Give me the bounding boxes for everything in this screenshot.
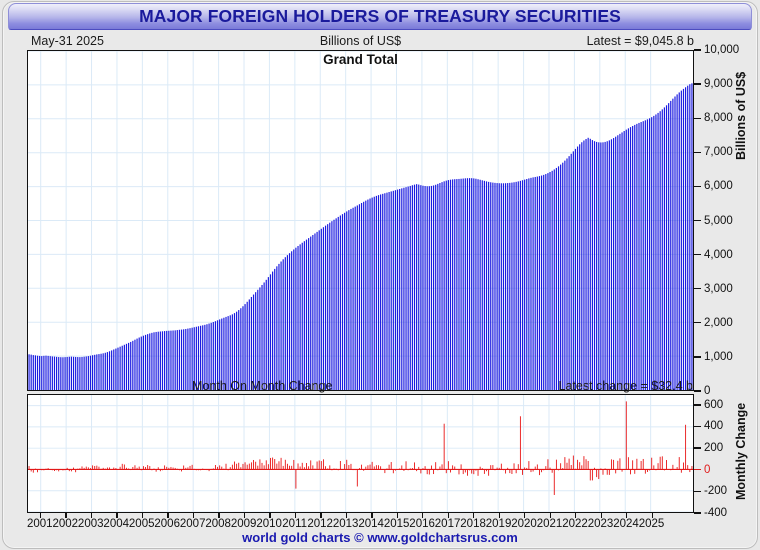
y-tick-top	[694, 83, 701, 84]
x-tick-label: 2023	[588, 518, 614, 530]
grand-total-plot-area	[28, 51, 693, 390]
chart-window: MAJOR FOREIGN HOLDERS OF TREASURY SECURI…	[0, 0, 760, 550]
y-tick-label-top: 10,000	[704, 44, 739, 56]
y-tick-bottom	[694, 426, 701, 427]
x-tick-label: 2009	[231, 518, 257, 530]
y-tick-label-bottom: 600	[704, 399, 723, 411]
monthly-change-caption: Month On Month Change	[192, 379, 332, 393]
x-tick-label: 2008	[205, 518, 231, 530]
footer-credit-text: world gold charts © www.goldchartsrus.co…	[242, 530, 518, 545]
x-tick-label: 2016	[409, 518, 435, 530]
x-tick-label: 2012	[307, 518, 333, 530]
chart-subheader: May-31 2025 Billions of US$ Latest = $9,…	[27, 33, 694, 49]
y-tick-label-top: 8,000	[704, 112, 733, 124]
x-tick-label: 2006	[154, 518, 180, 530]
units-label: Billions of US$	[320, 33, 401, 49]
as-of-date: May-31 2025	[31, 33, 104, 49]
x-tick-label: 2025	[639, 518, 665, 530]
monthly-change-y-axis-title: Monthly Change	[734, 403, 748, 500]
y-tick-bottom	[694, 512, 701, 513]
monthly-change-chart-panel: Month On Month Change Latest change = $3…	[27, 394, 694, 513]
y-tick-label-bottom: 400	[704, 420, 723, 432]
y-tick-top	[694, 390, 701, 391]
x-tick-label: 2011	[282, 518, 307, 530]
latest-value-label: Latest = $9,045.8 b	[587, 33, 694, 49]
grand-total-y-axis: 01,0002,0003,0004,0005,0006,0007,0008,00…	[694, 50, 760, 391]
x-tick-label: 2014	[358, 518, 384, 530]
y-tick-top	[694, 152, 701, 153]
y-tick-top	[694, 356, 701, 357]
monthly-change-plot-area	[28, 395, 693, 512]
y-tick-bottom	[694, 491, 701, 492]
monthly-change-plot-svg	[28, 395, 693, 512]
x-tick-label: 2010	[256, 518, 282, 530]
y-tick-label-top: 6,000	[704, 180, 733, 192]
x-tick-label: 2024	[613, 518, 639, 530]
y-tick-label-bottom: 0	[704, 464, 710, 476]
x-tick-label: 2015	[384, 518, 410, 530]
x-tick-label: 2002	[52, 518, 78, 530]
x-tick-label: 2013	[333, 518, 359, 530]
grand-total-chart-panel: Grand Total	[27, 50, 694, 391]
y-tick-label-top: 2,000	[704, 317, 733, 329]
y-tick-top	[694, 254, 701, 255]
footer-credit: world gold charts © www.goldchartsrus.co…	[0, 530, 760, 545]
x-tick-label: 2004	[103, 518, 129, 530]
x-tick-label: 2007	[180, 518, 206, 530]
y-tick-label-top: 9,000	[704, 78, 733, 90]
page-title: MAJOR FOREIGN HOLDERS OF TREASURY SECURI…	[139, 8, 621, 26]
y-tick-top	[694, 220, 701, 221]
x-tick-label: 2005	[129, 518, 155, 530]
y-tick-label-top: 5,000	[704, 215, 733, 227]
y-tick-top	[694, 118, 701, 119]
x-tick-label: 2001	[27, 518, 53, 530]
y-tick-label-bottom: -400	[704, 507, 727, 519]
monthly-change-latest-label: Latest change = $32.4 b	[559, 379, 694, 393]
y-tick-label-top: 4,000	[704, 249, 733, 261]
y-tick-top	[694, 288, 701, 289]
x-tick-label: 2022	[562, 518, 588, 530]
grand-total-y-axis-title: Billions of US$	[734, 72, 748, 160]
y-tick-label-top: 3,000	[704, 283, 733, 295]
y-tick-bottom	[694, 404, 701, 405]
y-tick-bottom	[694, 469, 701, 470]
y-tick-label-top: 7,000	[704, 146, 733, 158]
x-tick-label: 2021	[537, 518, 563, 530]
x-tick-label: 2019	[486, 518, 512, 530]
y-tick-label-bottom: -200	[704, 485, 727, 497]
y-tick-label-top: 1,000	[704, 351, 733, 363]
x-tick-label: 2018	[460, 518, 486, 530]
y-tick-label-bottom: 200	[704, 442, 723, 454]
window-titlebar: MAJOR FOREIGN HOLDERS OF TREASURY SECURI…	[8, 3, 752, 30]
y-tick-top	[694, 186, 701, 187]
monthly-change-y-axis: -400-2000200400600	[694, 394, 760, 513]
y-tick-top	[694, 49, 701, 50]
x-tick-label: 2003	[78, 518, 104, 530]
x-tick-label: 2020	[511, 518, 537, 530]
grand-total-plot-svg	[28, 51, 693, 390]
y-tick-bottom	[694, 447, 701, 448]
y-tick-top	[694, 322, 701, 323]
x-tick-label: 2017	[435, 518, 461, 530]
